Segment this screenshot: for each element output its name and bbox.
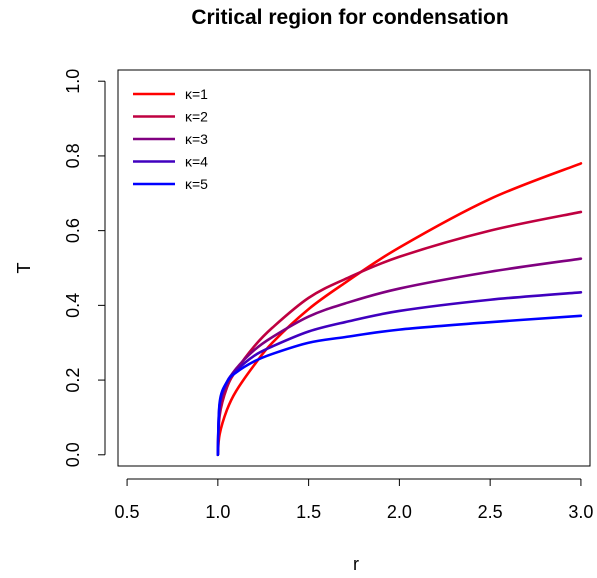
y-axis-label: T [14, 263, 34, 274]
x-tick-label: 0.5 [115, 502, 140, 522]
series-line-5 [216, 314, 583, 457]
y-tick-label: 0.0 [63, 442, 83, 467]
y-tick-label: 0.6 [63, 218, 83, 243]
legend-label-3: κ=3 [185, 131, 208, 147]
legend-label-4: κ=4 [185, 154, 208, 170]
legend-label-1: κ=1 [185, 86, 208, 102]
chart-title: Critical region for condensation [191, 6, 508, 29]
x-tick-label: 3.0 [568, 502, 593, 522]
x-tick-label: 1.0 [205, 502, 230, 522]
x-axis: 0.5 1.0 1.5 2.0 2.5 3.0 [115, 478, 593, 522]
x-tick-label: 2.0 [387, 502, 412, 522]
series-line-4 [216, 290, 583, 457]
series-line-1 [216, 162, 583, 457]
series-line-2 [216, 210, 583, 457]
legend-label-5: κ=5 [185, 176, 208, 192]
legend: κ=1 κ=2 κ=3 κ=4 κ=5 [133, 86, 208, 192]
legend-label-2: κ=2 [185, 109, 208, 125]
series-line-3 [216, 257, 583, 457]
plot-frame [117, 69, 591, 467]
series-group [216, 162, 583, 457]
x-axis-label: r [353, 554, 359, 574]
x-tick-label: 2.5 [478, 502, 503, 522]
y-tick-label: 0.2 [63, 368, 83, 393]
y-tick-label: 1.0 [63, 69, 83, 94]
x-tick-label: 1.5 [296, 502, 321, 522]
y-tick-label: 0.4 [63, 293, 83, 318]
y-axis: 0.0 0.2 0.4 0.6 0.8 1.0 [63, 69, 106, 467]
y-tick-label: 0.8 [63, 143, 83, 168]
